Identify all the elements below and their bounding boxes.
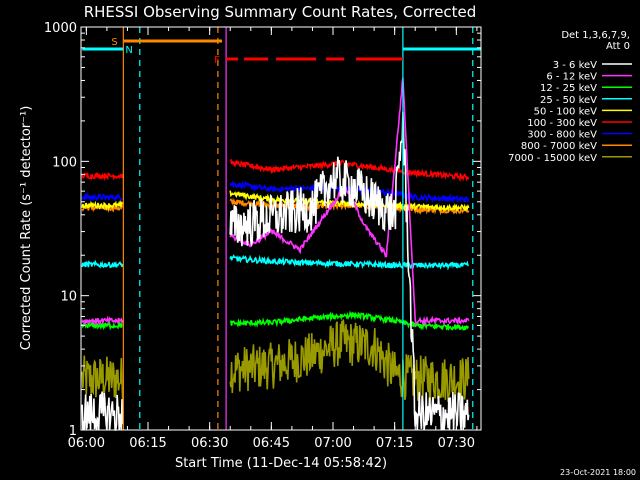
series-line	[81, 111, 470, 431]
x-tick-label: 06:15	[129, 436, 166, 451]
x-tick-label: 06:30	[191, 436, 228, 451]
series-25-50-kev	[81, 253, 469, 271]
legend-entry: 6 - 12 keV	[546, 72, 597, 83]
y-axis-label: Corrected Count Rate (s⁻¹ detector⁻¹)	[19, 106, 34, 351]
series-3-6-kev	[81, 111, 470, 431]
legend-header: Att 0	[606, 41, 630, 52]
legend-entry: 100 - 300 keV	[527, 118, 597, 129]
x-tick-label: 07:30	[438, 436, 475, 451]
chart-title: RHESSI Observing Summary Count Rates, Co…	[84, 3, 477, 21]
legend-entry: 3 - 6 keV	[553, 60, 597, 71]
series-line	[81, 253, 469, 271]
plot-frame	[80, 26, 482, 431]
y-tick-label: 10	[60, 290, 77, 305]
series-line	[81, 319, 470, 402]
legend-entry: 300 - 800 keV	[527, 130, 597, 141]
flag-label-n: N	[125, 45, 132, 56]
x-tick-label: 07:00	[314, 436, 351, 451]
x-tick-label: 07:15	[376, 436, 413, 451]
flag-label-s: S	[111, 37, 117, 48]
flag-label-f: F	[214, 55, 220, 66]
legend-entry: 50 - 100 keV	[534, 106, 598, 117]
legend-header: Det 1,3,6,7,9,	[561, 30, 630, 41]
timestamp: 23-Oct-2021 18:00	[560, 468, 636, 477]
legend-entry: 12 - 25 keV	[540, 83, 597, 94]
x-axis-label: Start Time (11-Dec-14 05:58:42)	[175, 456, 387, 471]
y-tick-label: 1000	[44, 21, 77, 36]
series-7000-15000-kev	[81, 319, 470, 402]
legend-entry: 800 - 7000 keV	[521, 141, 597, 152]
y-tick-label: 100	[52, 155, 77, 170]
x-tick-label: 06:45	[253, 436, 290, 451]
series-line	[81, 158, 470, 183]
flag-bars: SN F	[82, 37, 481, 66]
series-100-300-kev	[81, 158, 470, 183]
x-tick-label: 06:00	[68, 436, 105, 451]
legend-entry: 7000 - 15000 keV	[508, 153, 597, 164]
legend-entry: 25 - 50 keV	[540, 95, 597, 106]
y-tick-label: 1	[69, 424, 77, 439]
